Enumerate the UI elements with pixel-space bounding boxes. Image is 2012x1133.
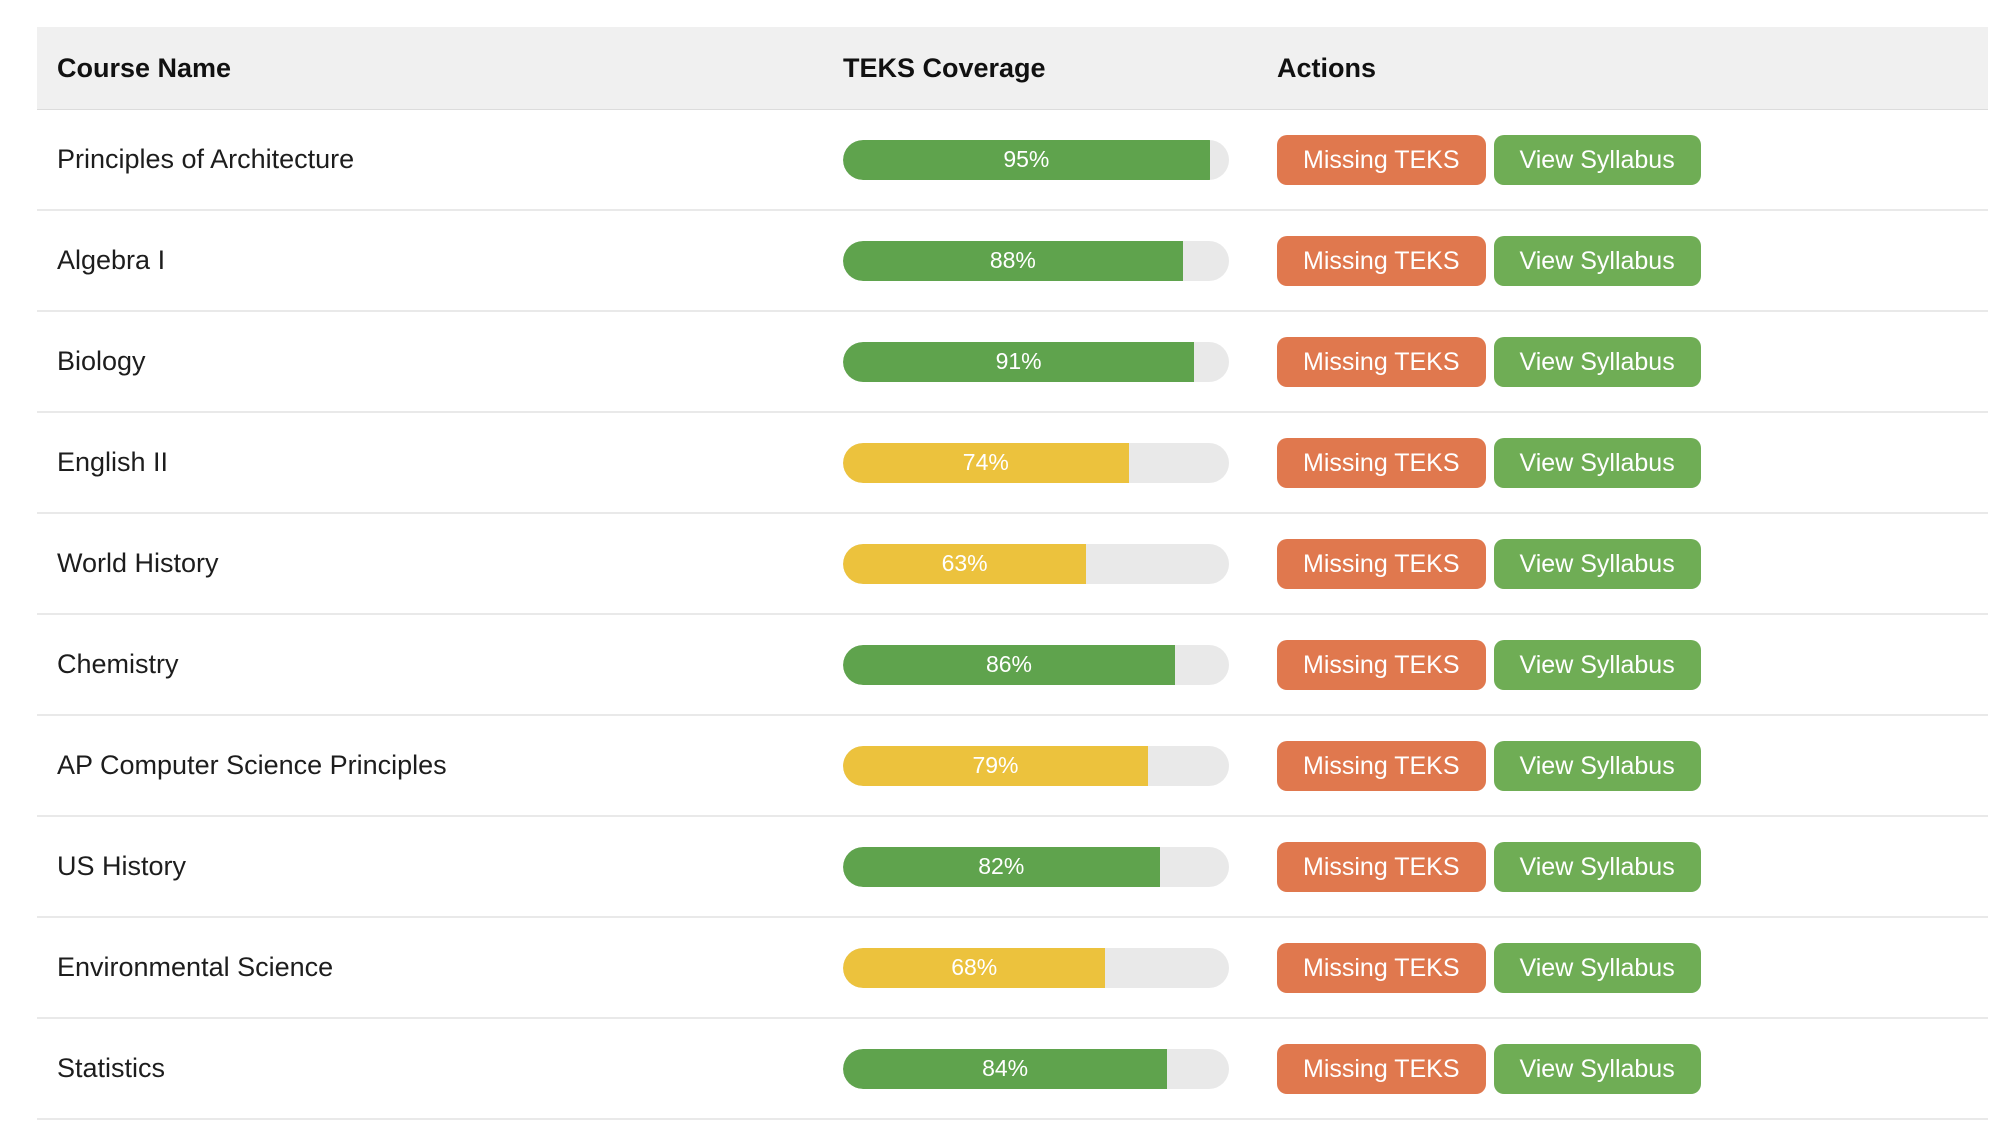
view-syllabus-button[interactable]: View Syllabus [1493, 336, 1701, 387]
table-header: Course Name TEKS Coverage Actions [37, 27, 1988, 110]
coverage-percent-label: 82% [978, 853, 1025, 879]
coverage-bar-fill: 74% [843, 442, 1129, 483]
table-row: Algebra I 88% Missing TEKS View Syllabus [37, 211, 1988, 312]
actions-cell: Missing TEKS View Syllabus [1277, 639, 1988, 690]
coverage-percent-label: 79% [972, 752, 1019, 778]
coverage-bar-fill: 84% [843, 1048, 1168, 1089]
view-syllabus-button[interactable]: View Syllabus [1493, 942, 1701, 993]
courses-table: Course Name TEKS Coverage Actions Princi… [37, 27, 1988, 1120]
table-row: Principles of Architecture 95% Missing T… [37, 110, 1988, 211]
course-name: Biology [57, 346, 146, 376]
course-name: World History [57, 548, 219, 578]
coverage-bar-fill: 68% [843, 947, 1106, 988]
table-row: Biology 91% Missing TEKS View Syllabus [37, 312, 1988, 413]
course-name: AP Computer Science Principles [57, 750, 447, 780]
column-header-course-name: Course Name [57, 52, 232, 83]
actions-cell: Missing TEKS View Syllabus [1277, 336, 1988, 387]
coverage-cell: 68% [843, 947, 1277, 988]
coverage-bar-fill: 63% [843, 543, 1087, 584]
actions-cell: Missing TEKS View Syllabus [1277, 538, 1988, 589]
missing-teks-button[interactable]: Missing TEKS [1277, 538, 1486, 589]
missing-teks-button[interactable]: Missing TEKS [1277, 942, 1486, 993]
table-body: Principles of Architecture 95% Missing T… [37, 110, 1988, 1120]
coverage-bar-track: 95% [843, 139, 1229, 180]
coverage-cell: 88% [843, 240, 1277, 281]
missing-teks-button[interactable]: Missing TEKS [1277, 134, 1486, 185]
course-name: Environmental Science [57, 952, 334, 982]
coverage-bar-track: 63% [843, 543, 1229, 584]
missing-teks-button[interactable]: Missing TEKS [1277, 437, 1486, 488]
course-name: Principles of Architecture [57, 144, 355, 174]
coverage-percent-label: 88% [989, 247, 1036, 273]
view-syllabus-button[interactable]: View Syllabus [1493, 134, 1701, 185]
table-row: AP Computer Science Principles 79% Missi… [37, 716, 1988, 817]
coverage-bar-track: 88% [843, 240, 1229, 281]
view-syllabus-button[interactable]: View Syllabus [1493, 639, 1701, 690]
actions-cell: Missing TEKS View Syllabus [1277, 134, 1988, 185]
missing-teks-button[interactable]: Missing TEKS [1277, 740, 1486, 791]
coverage-cell: 79% [843, 745, 1277, 786]
missing-teks-button[interactable]: Missing TEKS [1277, 336, 1486, 387]
actions-cell: Missing TEKS View Syllabus [1277, 942, 1988, 993]
coverage-cell: 84% [843, 1048, 1277, 1089]
course-name: Chemistry [57, 649, 179, 679]
view-syllabus-button[interactable]: View Syllabus [1493, 841, 1701, 892]
view-syllabus-button[interactable]: View Syllabus [1493, 437, 1701, 488]
table-row: Environmental Science 68% Missing TEKS V… [37, 918, 1988, 1019]
coverage-percent-label: 68% [951, 954, 998, 980]
coverage-bar-fill: 86% [843, 644, 1175, 685]
view-syllabus-button[interactable]: View Syllabus [1493, 740, 1701, 791]
coverage-bar-track: 79% [843, 745, 1229, 786]
missing-teks-button[interactable]: Missing TEKS [1277, 639, 1486, 690]
coverage-bar-track: 74% [843, 442, 1229, 483]
actions-cell: Missing TEKS View Syllabus [1277, 740, 1988, 791]
actions-cell: Missing TEKS View Syllabus [1277, 1043, 1988, 1094]
coverage-bar-fill: 95% [843, 139, 1210, 180]
coverage-cell: 91% [843, 341, 1277, 382]
course-name: US History [57, 851, 187, 881]
coverage-percent-label: 63% [941, 550, 988, 576]
missing-teks-button[interactable]: Missing TEKS [1277, 1043, 1486, 1094]
coverage-bar-track: 82% [843, 846, 1229, 887]
course-name: English II [57, 447, 169, 477]
actions-cell: Missing TEKS View Syllabus [1277, 841, 1988, 892]
coverage-cell: 86% [843, 644, 1277, 685]
coverage-percent-label: 86% [985, 651, 1032, 677]
coverage-bar-fill: 91% [843, 341, 1195, 382]
coverage-bar-track: 68% [843, 947, 1229, 988]
coverage-cell: 63% [843, 543, 1277, 584]
table-row: World History 63% Missing TEKS View Syll… [37, 514, 1988, 615]
missing-teks-button[interactable]: Missing TEKS [1277, 235, 1486, 286]
table-row: Statistics 84% Missing TEKS View Syllabu… [37, 1019, 1988, 1120]
coverage-bar-fill: 88% [843, 240, 1183, 281]
table-row: English II 74% Missing TEKS View Syllabu… [37, 413, 1988, 514]
coverage-bar-fill: 79% [843, 745, 1148, 786]
coverage-percent-label: 95% [1003, 146, 1050, 172]
coverage-bar-track: 86% [843, 644, 1229, 685]
coverage-percent-label: 74% [962, 449, 1009, 475]
table-row: US History 82% Missing TEKS View Syllabu… [37, 817, 1988, 918]
coverage-cell: 82% [843, 846, 1277, 887]
table-row: Chemistry 86% Missing TEKS View Syllabus [37, 615, 1988, 716]
coverage-bar-fill: 82% [843, 846, 1160, 887]
coverage-cell: 74% [843, 442, 1277, 483]
column-header-actions: Actions [1277, 52, 1377, 83]
actions-cell: Missing TEKS View Syllabus [1277, 235, 1988, 286]
view-syllabus-button[interactable]: View Syllabus [1493, 1043, 1701, 1094]
missing-teks-button[interactable]: Missing TEKS [1277, 841, 1486, 892]
coverage-percent-label: 84% [982, 1055, 1029, 1081]
coverage-percent-label: 91% [995, 348, 1042, 374]
course-name: Statistics [57, 1053, 166, 1083]
coverage-bar-track: 84% [843, 1048, 1229, 1089]
view-syllabus-button[interactable]: View Syllabus [1493, 235, 1701, 286]
course-name: Algebra I [57, 245, 166, 275]
view-syllabus-button[interactable]: View Syllabus [1493, 538, 1701, 589]
coverage-cell: 95% [843, 139, 1277, 180]
actions-cell: Missing TEKS View Syllabus [1277, 437, 1988, 488]
column-header-teks-coverage: TEKS Coverage [843, 52, 1046, 83]
coverage-bar-track: 91% [843, 341, 1229, 382]
